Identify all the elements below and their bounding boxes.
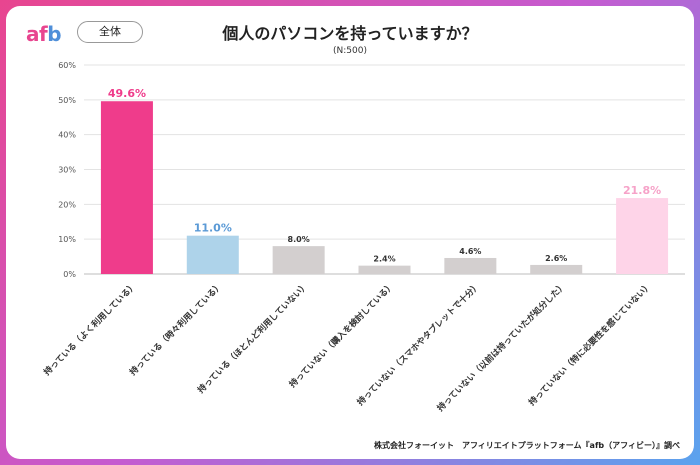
afb-logo: afb <box>26 22 62 46</box>
bar <box>272 246 325 274</box>
y-tick-label: 0% <box>63 270 76 279</box>
source-footer: 株式会社フォーイット アフィリエイトプラットフォーム『afb（アフィビー）』調べ <box>373 441 680 450</box>
y-tick-label: 50% <box>58 96 76 105</box>
data-label: 4.6% <box>459 247 481 256</box>
y-tick-label: 10% <box>58 235 76 244</box>
data-label: 49.6% <box>108 87 146 100</box>
bar <box>444 257 497 274</box>
x-tick-label: 持っている（時々利用している） <box>127 280 224 377</box>
bar <box>530 264 583 274</box>
y-tick-label: 40% <box>58 131 76 140</box>
bar <box>358 265 411 274</box>
y-tick-label: 60% <box>58 61 76 70</box>
data-label: 2.6% <box>545 254 567 263</box>
x-tick-label: 持っている（よく利用している） <box>42 280 139 377</box>
y-tick-label: 30% <box>58 166 76 175</box>
chart-subtitle: (N:500) <box>333 46 367 56</box>
data-label: 8.0% <box>288 235 310 244</box>
segment-filter-button[interactable]: 全体 <box>77 21 143 43</box>
bar <box>616 198 669 274</box>
y-tick-label: 20% <box>58 200 76 209</box>
x-tick-label: 持っていない（購入を検討している） <box>287 280 396 389</box>
bar <box>100 101 153 274</box>
bar <box>186 235 239 274</box>
data-label: 21.8% <box>623 184 661 197</box>
chart-title: 個人のパソコンを持っていますか？ <box>222 24 478 43</box>
data-label: 2.4% <box>373 255 395 264</box>
data-label: 11.0% <box>194 222 232 235</box>
